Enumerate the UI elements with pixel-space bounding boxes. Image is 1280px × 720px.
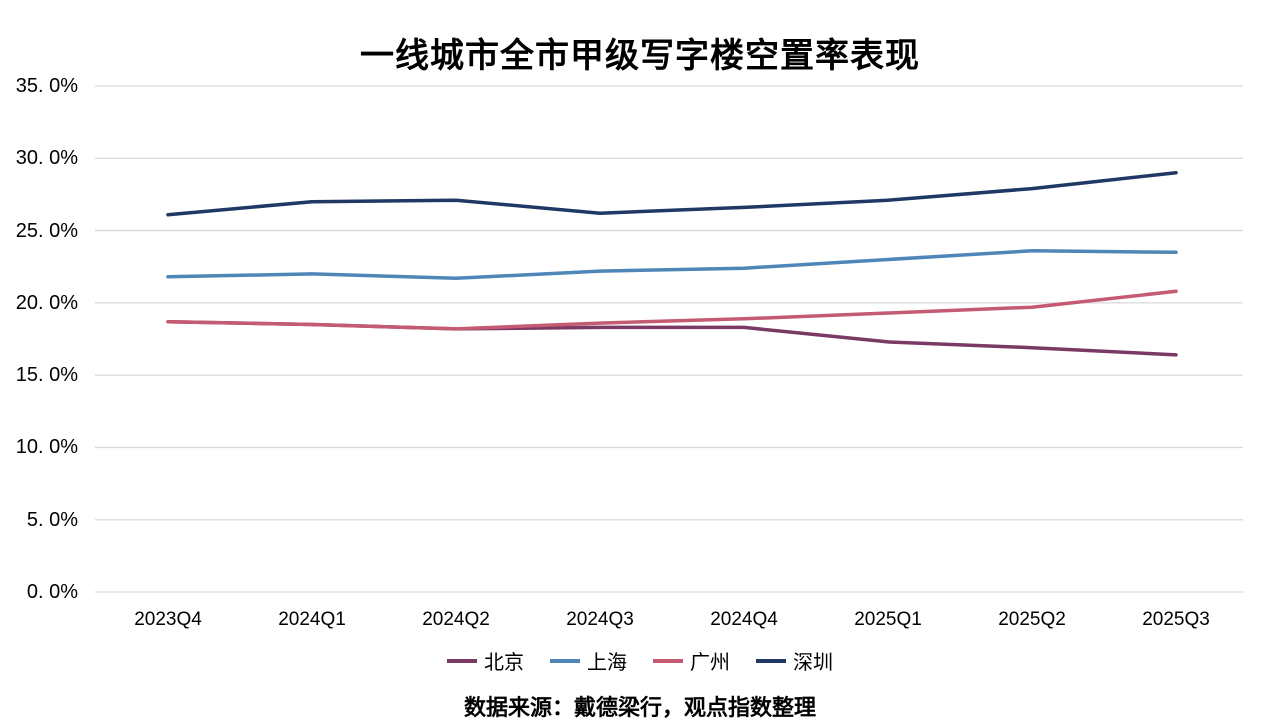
x-axis-tick-label: 2025Q3 <box>1142 609 1210 630</box>
legend-label-guangzhou: 广州 <box>690 652 730 674</box>
y-axis-tick-label: 10. 0% <box>15 436 78 459</box>
y-axis-tick-label: 25. 0% <box>15 219 78 242</box>
x-axis-tick-label: 2024Q1 <box>278 609 346 630</box>
chart-title: 一线城市全市甲级写字楼空置率表现 <box>360 37 920 75</box>
source-note: 数据来源：戴德梁行，观点指数整理 <box>463 695 816 720</box>
series-line-guangzhou <box>166 289 1178 331</box>
legend-item-beijing: 北京 <box>447 646 524 675</box>
legend-item-guangzhou: 广州 <box>653 646 730 675</box>
y-axis-tick-label: 0. 0% <box>26 581 78 603</box>
legend-label-shenzhen: 深圳 <box>793 652 833 674</box>
series-line-beijing <box>166 319 1178 357</box>
legend-label-beijing: 北京 <box>484 652 524 674</box>
x-axis-tick-label: 2024Q3 <box>566 609 634 630</box>
legend-item-shenzhen: 深圳 <box>756 646 833 675</box>
legend-swatch-beijing <box>447 658 477 663</box>
y-axis-tick-label: 30. 0% <box>15 147 78 170</box>
x-axis-tick-label: 2024Q2 <box>422 609 490 630</box>
legend-item-shanghai: 上海 <box>550 646 627 675</box>
y-axis-tick-label: 5. 0% <box>26 508 78 531</box>
series-line-shanghai <box>166 249 1178 281</box>
x-axis-tick-label: 2025Q2 <box>998 609 1066 630</box>
y-axis-tick-label: 35. 0% <box>15 75 78 97</box>
series-line-shenzhen <box>166 170 1178 217</box>
x-axis-tick-label: 2024Q4 <box>710 609 778 630</box>
legend-swatch-shenzhen <box>756 658 786 663</box>
x-axis-tick-label: 2023Q4 <box>134 609 202 630</box>
y-axis-tick-label: 20. 0% <box>15 291 78 314</box>
y-axis-tick-label: 15. 0% <box>15 364 78 387</box>
legend-label-shanghai: 上海 <box>587 652 627 674</box>
x-axis-tick-label: 2025Q1 <box>854 609 922 630</box>
legend: 北京 上海 广州 深圳 <box>0 646 1280 675</box>
legend-swatch-guangzhou <box>653 658 683 663</box>
legend-swatch-shanghai <box>550 658 580 663</box>
